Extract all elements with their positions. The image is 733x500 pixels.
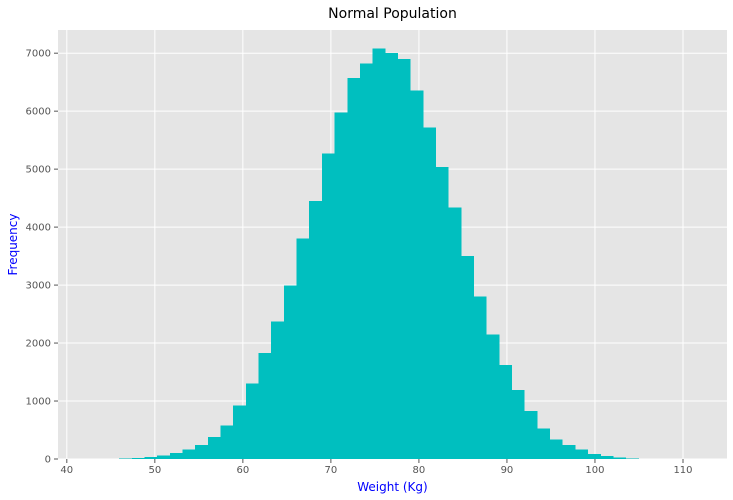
histogram-bar <box>575 449 589 459</box>
histogram-bar <box>233 405 246 459</box>
histogram-bar <box>499 365 513 459</box>
histogram-bar <box>169 452 183 459</box>
histogram-bar <box>347 78 360 460</box>
histogram-bar <box>524 410 538 459</box>
histogram-bar <box>512 390 525 459</box>
histogram-bar <box>435 166 449 459</box>
histogram-bar <box>321 153 335 460</box>
x-tick-label: 100 <box>585 465 604 476</box>
histogram-bar <box>626 458 639 459</box>
histogram-bar <box>182 449 196 459</box>
histogram-bar <box>144 456 158 459</box>
histogram-bar <box>613 457 627 459</box>
y-axis-ticks: 0 1000 2000 3000 4000 5000 6000 7000 <box>26 49 58 466</box>
x-tick-label: 110 <box>673 465 692 476</box>
y-tick-label: 6000 <box>26 107 51 118</box>
x-tick-label: 40 <box>60 465 73 476</box>
histogram-bar <box>474 296 487 459</box>
y-tick-label: 7000 <box>26 49 51 60</box>
y-tick-label: 1000 <box>26 397 51 408</box>
histogram-bar <box>410 90 424 459</box>
histogram-bar <box>486 334 500 459</box>
y-tick-label: 4000 <box>26 223 51 234</box>
y-tick-label: 2000 <box>26 339 51 350</box>
histogram-bar <box>131 458 145 459</box>
histogram-bar <box>372 48 386 459</box>
histogram-bar <box>207 436 221 459</box>
histogram-bar <box>271 321 284 459</box>
histogram-bar <box>283 285 297 459</box>
histogram-bar <box>600 456 614 459</box>
histogram-bar <box>537 428 551 459</box>
x-tick-label: 90 <box>501 465 514 476</box>
histogram-bar <box>359 63 373 459</box>
histogram-bar <box>588 453 601 459</box>
histogram-bar <box>397 58 411 460</box>
y-axis-label: Frequency <box>6 214 20 276</box>
histogram-bar <box>296 238 310 459</box>
x-axis-ticks: 40 50 60 70 80 90 100 110 <box>60 459 693 476</box>
histogram-bar <box>195 445 208 459</box>
y-tick-label: 0 <box>45 455 51 466</box>
histogram-bar <box>334 112 348 459</box>
x-tick-label: 70 <box>325 465 338 476</box>
chart-title: Normal Population <box>328 6 457 22</box>
histogram-bars <box>106 48 652 460</box>
histogram-bar <box>448 207 462 459</box>
histogram-bar <box>157 455 170 459</box>
histogram-bar <box>423 127 436 459</box>
y-tick-label: 5000 <box>26 165 51 176</box>
histogram-bar <box>309 201 322 459</box>
histogram-bar <box>258 352 272 459</box>
histogram-bar <box>461 256 475 459</box>
histogram-bar <box>245 383 259 459</box>
x-tick-label: 80 <box>413 465 426 476</box>
histogram-bar <box>220 425 234 459</box>
x-tick-label: 60 <box>236 465 249 476</box>
y-tick-label: 3000 <box>26 281 51 292</box>
histogram-bar <box>385 53 398 460</box>
histogram-bar <box>550 439 563 459</box>
x-tick-label: 50 <box>148 465 161 476</box>
x-axis-label: Weight (Kg) <box>357 480 427 494</box>
histogram-bar <box>562 445 576 459</box>
